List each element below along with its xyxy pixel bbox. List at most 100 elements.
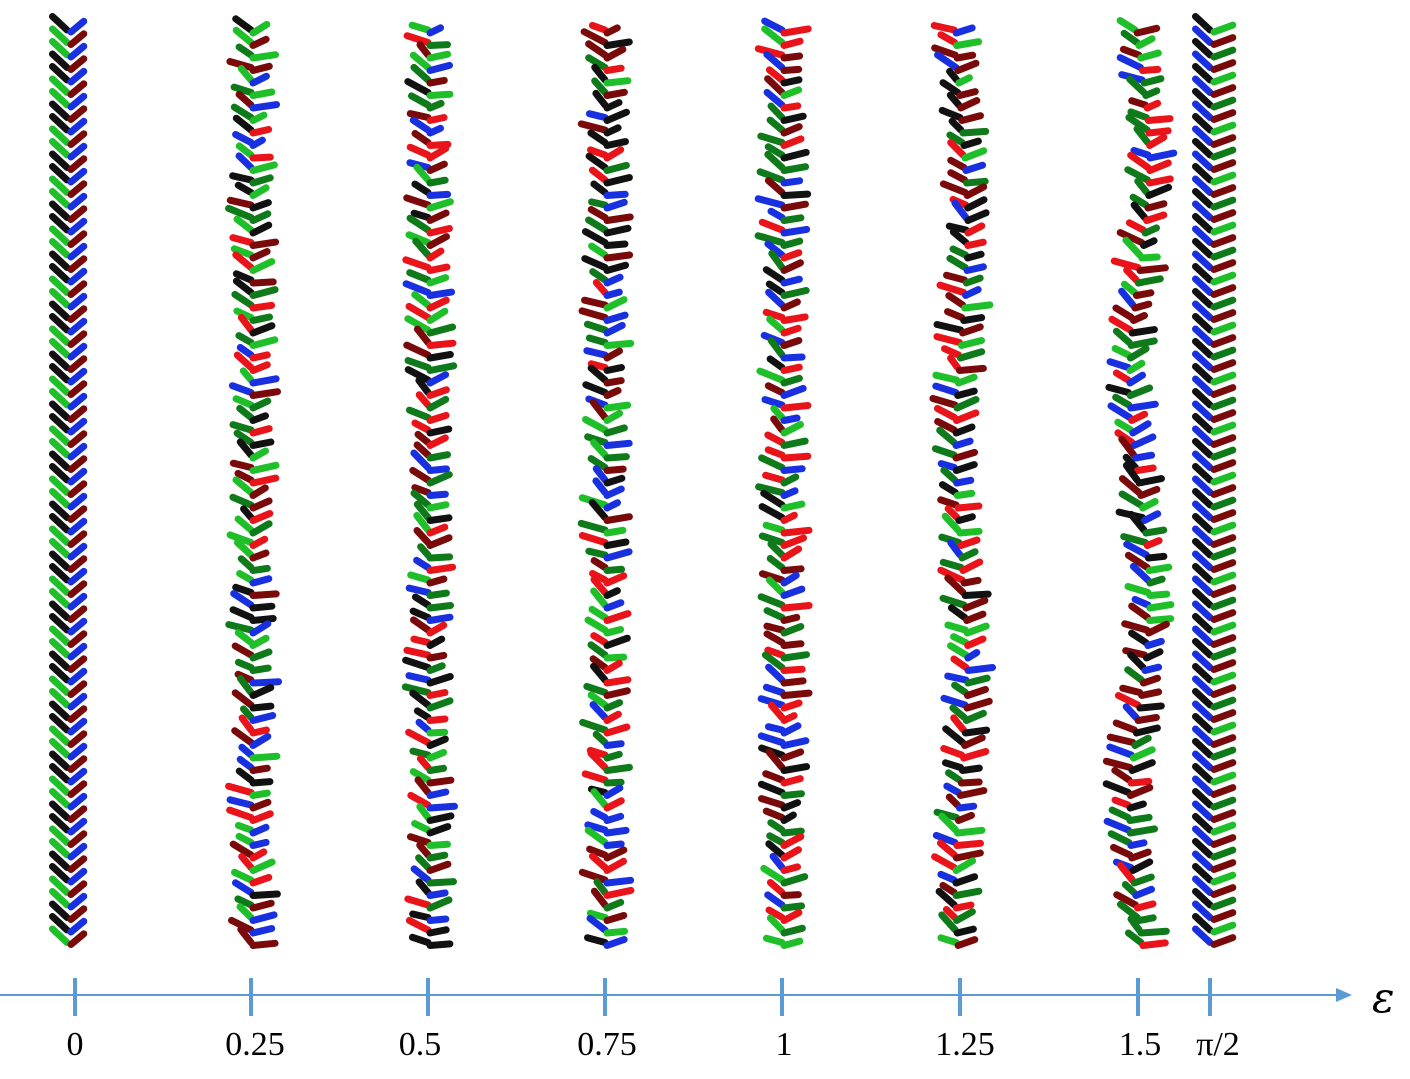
molecule-stick [413,441,432,459]
molecule-stick [238,743,255,759]
molecule-stick [1127,651,1147,671]
molecule-stick [1143,211,1168,224]
molecule-stick [936,281,968,296]
molecule-stick [426,673,454,687]
molecule-stick [1110,843,1134,859]
molecule-stick [585,152,609,171]
molecule-stick [780,163,810,174]
molecule-stick [1192,588,1214,609]
molecule-stick [1192,200,1214,221]
molecule-stick [238,853,255,871]
molecule-stick [404,895,432,909]
molecule-stick [1192,738,1214,759]
molecule-stick [234,658,255,671]
molecule-stick [946,131,966,146]
molecule-stick [235,90,255,109]
molecule-stick [406,406,432,421]
molecule-stick [1210,484,1237,498]
molecule-stick [405,728,432,746]
molecule-stick [1145,563,1173,574]
molecule-stick [415,376,432,396]
molecule-stick [1210,621,1237,636]
molecule-stick [590,557,609,571]
molecule-stick [426,41,451,49]
molecule-stick [780,177,804,187]
molecule-stick [1129,746,1156,762]
molecule-stick [603,213,634,224]
molecule-stick [1107,830,1133,846]
molecule-stick [237,314,255,334]
molecule-stick [1143,99,1162,112]
molecule-stick [67,155,88,173]
molecule-stick [228,916,255,934]
molecule-stick [67,780,88,798]
molecule-stick [403,194,432,209]
molecule-stick [234,895,255,909]
molecule-stick [426,776,455,787]
molecule-stick [426,563,457,574]
molecule-stick [67,130,88,148]
molecule-stick [249,210,272,224]
molecule-stick [1192,900,1214,921]
molecule-stick [933,405,958,421]
molecule-stick [67,292,88,311]
molecule-stick [603,676,632,687]
molecule-stick [426,99,445,112]
molecule-stick [762,471,786,484]
molecule-stick [1112,369,1132,384]
molecule-stick [952,887,983,899]
molecule-stick [426,288,456,299]
molecule-stick [1192,613,1214,634]
molecule-stick [426,411,450,424]
molecule-stick [249,726,270,737]
molecule-stick [249,397,272,412]
molecule-stick [780,526,813,537]
molecule-stick [226,58,255,71]
molecule-stick [953,849,984,862]
molecule-stick [426,764,448,774]
molecule-stick [410,489,432,509]
molecule-stick [940,694,969,709]
molecule-stick [1120,29,1141,46]
molecule-stick [952,423,976,437]
molecule-stick [67,480,88,498]
molecule-stick [410,209,432,221]
molecule-stick [49,638,71,659]
molecule-stick [954,826,986,837]
molecule-stick [1210,221,1237,236]
molecule-stick [1210,771,1237,786]
molecule-stick [49,488,71,509]
molecule-stick [1146,149,1178,162]
molecule-stick [240,505,255,521]
molecule-stick [956,527,983,537]
molecule-stick [426,878,457,887]
molecule-stick [1210,734,1237,748]
molecule-stick [49,38,71,59]
molecule-stick [1192,838,1214,859]
molecule-stick [1133,464,1157,474]
molecule-stick [756,168,786,184]
molecule-stick [951,681,969,696]
molecule-stick [1210,471,1237,486]
molecule-stick [1192,488,1214,509]
molecule-stick [584,934,609,946]
molecule-stick [946,91,963,109]
molecule-stick [226,531,255,546]
molecule-stick [236,675,255,696]
molecule-stick [1192,438,1214,459]
molecule-stick [1142,526,1168,537]
molecule-stick [1192,825,1214,846]
molecule-stick [67,405,88,423]
molecule-stick [249,520,273,537]
molecule-stick [1133,289,1155,299]
molecule-stick [409,689,432,709]
molecule-stick [235,332,255,346]
molecule-stick [959,764,983,774]
molecule-stick [937,31,959,46]
molecule-stick [231,290,255,309]
molecule-stick [590,587,609,609]
molecule-stick [765,748,786,771]
molecule-stick [963,177,989,187]
molecule-stick [67,467,88,486]
molecule-stick [67,917,88,936]
